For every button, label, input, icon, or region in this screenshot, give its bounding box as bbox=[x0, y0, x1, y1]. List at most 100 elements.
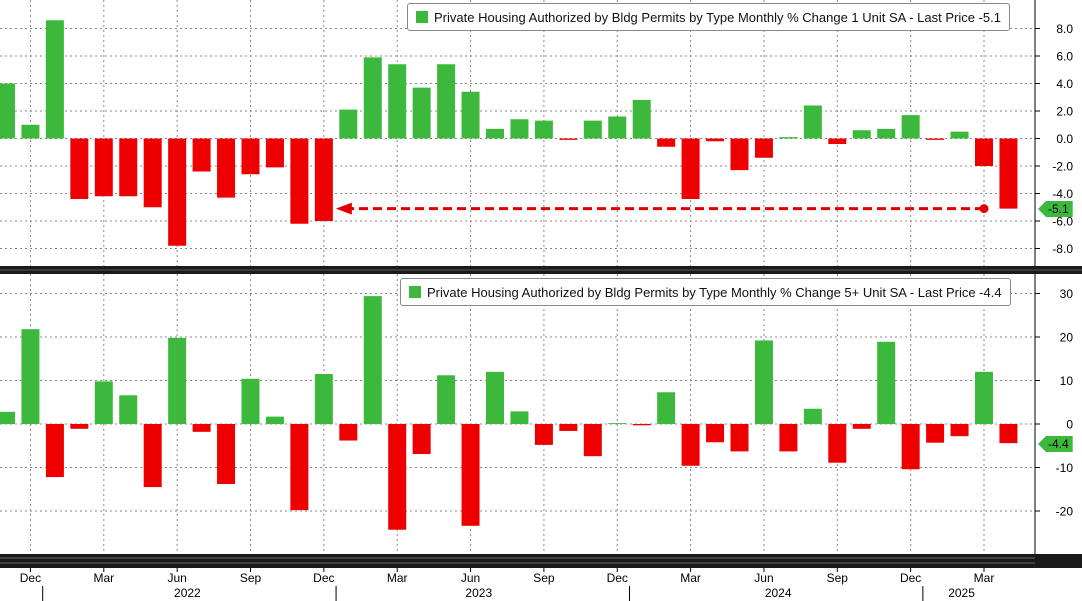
bar-2023-06 bbox=[461, 91, 480, 139]
bar-2025-02 bbox=[950, 131, 969, 139]
y-tick-label: 6.0 bbox=[1056, 50, 1073, 64]
y-axis-area bbox=[1035, 0, 1082, 266]
bar-2025-04 bbox=[999, 138, 1018, 209]
bar-2023-02 bbox=[363, 296, 382, 424]
bar-2024-03 bbox=[681, 138, 700, 199]
y-tick-label: -4.0 bbox=[1052, 187, 1073, 201]
panel-bottom: 30 20 10 0 -10 -20 bbox=[0, 274, 1082, 554]
x-month-label: Jun bbox=[754, 571, 773, 585]
y-tick-label: 20 bbox=[1060, 331, 1074, 345]
bar-2023-01 bbox=[339, 109, 358, 139]
bar-2024-12 bbox=[901, 115, 920, 139]
bar-2022-12 bbox=[314, 138, 333, 221]
legend-top: Private Housing Authorized by Bldg Permi… bbox=[407, 3, 1010, 31]
legend-swatch-top bbox=[416, 11, 428, 23]
bar-2022-07 bbox=[192, 424, 211, 432]
y-tick-label: 10 bbox=[1060, 374, 1074, 388]
bar-2025-01 bbox=[926, 138, 945, 140]
bar-2022-04 bbox=[119, 395, 138, 424]
bar-2024-11 bbox=[877, 128, 896, 139]
bar-2024-02 bbox=[657, 392, 676, 424]
bar-2022-09 bbox=[241, 138, 260, 175]
bar-2023-05 bbox=[437, 375, 456, 424]
bar-2025-02 bbox=[950, 424, 969, 437]
bar-2023-04 bbox=[412, 87, 431, 139]
last-price-bottom-value: -4.4 bbox=[1048, 437, 1069, 451]
bar-2022-04 bbox=[119, 138, 138, 197]
bar-2021-11 bbox=[0, 411, 15, 424]
bar-2022-09 bbox=[241, 378, 260, 424]
x-year-label: 2022 bbox=[174, 586, 201, 600]
x-month-label: Mar bbox=[680, 571, 701, 585]
y-tick-label: 4.0 bbox=[1056, 77, 1073, 91]
bottom-separator bbox=[0, 554, 1082, 568]
bar-2022-12 bbox=[314, 373, 333, 424]
bar-2023-05 bbox=[437, 64, 456, 139]
y-tick-label: 8.0 bbox=[1056, 22, 1073, 36]
bar-2022-02 bbox=[70, 138, 89, 199]
bar-2024-08 bbox=[803, 105, 822, 139]
bar-2024-07 bbox=[779, 424, 798, 452]
bar-2024-03 bbox=[681, 424, 700, 466]
bar-2024-04 bbox=[706, 424, 725, 443]
x-month-label: Jun bbox=[167, 571, 186, 585]
legend-top-label: Private Housing Authorized by Bldg Permi… bbox=[434, 9, 1001, 25]
x-axis-area bbox=[0, 568, 1082, 601]
last-price-tag-bottom: -4.4 bbox=[1038, 436, 1073, 452]
bar-2022-08 bbox=[217, 424, 236, 485]
bar-2024-07 bbox=[779, 137, 798, 139]
x-year-label: 2023 bbox=[465, 586, 492, 600]
bar-2023-02 bbox=[363, 57, 382, 139]
x-month-label: Dec bbox=[900, 571, 921, 585]
bar-2022-05 bbox=[143, 138, 162, 208]
legend-bottom-label: Private Housing Authorized by Bldg Permi… bbox=[427, 284, 1002, 300]
bar-2024-09 bbox=[828, 424, 847, 463]
bar-2023-07 bbox=[486, 371, 504, 424]
bar-2024-08 bbox=[803, 408, 822, 424]
bar-2022-08 bbox=[217, 138, 236, 198]
bar-2023-12 bbox=[608, 116, 627, 139]
bar-2024-06 bbox=[754, 340, 773, 424]
bar-2024-05 bbox=[730, 138, 749, 171]
bar-2024-05 bbox=[730, 424, 749, 452]
x-month-label: Dec bbox=[607, 571, 628, 585]
y-tick-label: -8.0 bbox=[1052, 242, 1073, 256]
bar-2022-01 bbox=[45, 424, 64, 478]
bar-2022-06 bbox=[168, 337, 187, 424]
bar-2023-10 bbox=[559, 138, 578, 140]
panel-top: 8.0 6.0 4.0 2.0 0.0 -2.0 -4.0 -6.0 -8.0 bbox=[0, 0, 1082, 266]
bar-2022-01 bbox=[45, 20, 64, 139]
bar-2025-01 bbox=[926, 424, 945, 443]
bar-2023-11 bbox=[583, 424, 602, 457]
bar-2022-05 bbox=[143, 424, 162, 488]
bar-2024-10 bbox=[852, 424, 871, 429]
bar-2023-08 bbox=[510, 119, 529, 139]
bar-2023-09 bbox=[534, 424, 553, 445]
y-tick-label: -6.0 bbox=[1052, 215, 1073, 229]
x-month-label: Mar bbox=[974, 571, 995, 585]
x-month-label: Jun bbox=[461, 571, 480, 585]
bar-2023-04 bbox=[412, 424, 431, 455]
bar-2022-03 bbox=[94, 138, 113, 197]
bar-2022-11 bbox=[290, 138, 309, 224]
bar-2021-12 bbox=[21, 124, 40, 139]
y-tick-label: -10 bbox=[1056, 461, 1074, 475]
x-year-label: 2025 bbox=[948, 586, 975, 600]
bar-2022-02 bbox=[70, 424, 89, 429]
y-tick-label: 30 bbox=[1060, 287, 1074, 301]
x-month-label: Dec bbox=[313, 571, 334, 585]
bar-2024-04 bbox=[706, 138, 725, 142]
bar-2024-09 bbox=[828, 138, 847, 144]
y-axis-area bbox=[1035, 274, 1082, 554]
x-month-label: Sep bbox=[240, 571, 262, 585]
bar-2023-09 bbox=[534, 120, 553, 139]
legend-swatch-bottom bbox=[409, 286, 421, 298]
y-tick-label: 0 bbox=[1066, 418, 1073, 432]
bar-2024-10 bbox=[852, 130, 871, 139]
bar-2022-11 bbox=[290, 424, 309, 511]
bar-2024-02 bbox=[657, 138, 676, 147]
legend-bottom: Private Housing Authorized by Bldg Permi… bbox=[400, 278, 1011, 306]
bar-2022-06 bbox=[168, 138, 187, 246]
y-tick-label: 2.0 bbox=[1056, 105, 1073, 119]
